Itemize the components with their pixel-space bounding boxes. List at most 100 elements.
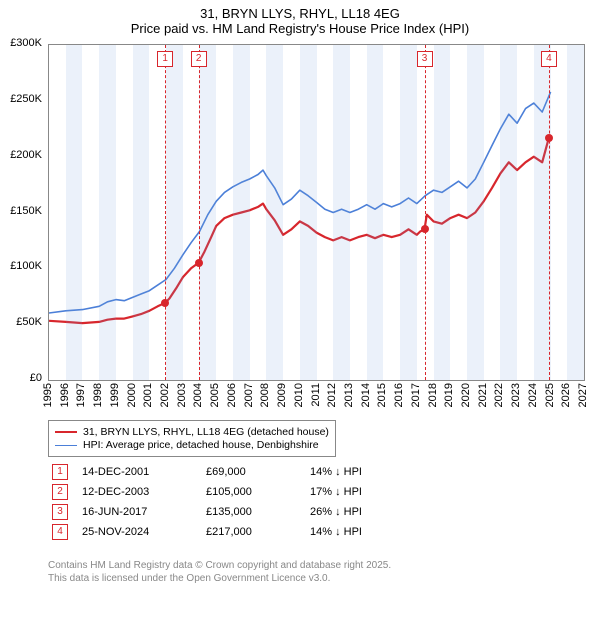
x-axis-label: 2015 (376, 383, 388, 407)
year-band (467, 45, 484, 380)
title-line-1: 31, BRYN LLYS, RHYL, LL18 4EG (0, 6, 600, 21)
sales-row-index: 2 (52, 484, 68, 500)
copyright-line-2: This data is licensed under the Open Gov… (48, 573, 391, 586)
y-axis-label: £0 (0, 372, 42, 384)
sales-row-delta: 26% ↓ HPI (310, 506, 362, 518)
x-axis-label: 1997 (75, 383, 87, 407)
x-axis-label: 2005 (209, 383, 221, 407)
sales-row-date: 16-JUN-2017 (82, 506, 192, 518)
legend-label-hpi: HPI: Average price, detached house, Denb… (83, 439, 319, 451)
x-axis-label: 2002 (159, 383, 171, 407)
x-axis-label: 2022 (493, 383, 505, 407)
x-axis-label: 2027 (577, 383, 589, 407)
copyright-line-1: Contains HM Land Registry data © Crown c… (48, 560, 391, 573)
x-axis-label: 2004 (192, 383, 204, 407)
x-axis-label: 2013 (343, 383, 355, 407)
sales-row-index: 4 (52, 524, 68, 540)
year-band (333, 45, 350, 380)
sales-row-price: £69,000 (206, 466, 296, 478)
x-axis-label: 2001 (142, 383, 154, 407)
sales-row-price: £135,000 (206, 506, 296, 518)
x-axis-label: 2009 (276, 383, 288, 407)
x-axis-label: 2017 (410, 383, 422, 407)
x-axis-label: 2024 (527, 383, 539, 407)
x-axis-label: 2023 (510, 383, 522, 407)
x-axis-label: 1999 (109, 383, 121, 407)
x-axis-label: 2003 (176, 383, 188, 407)
x-axis-label: 2025 (544, 383, 556, 407)
sale-marker-line (165, 45, 166, 380)
sales-table: 1 14-DEC-2001 £69,000 14% ↓ HPI 2 12-DEC-2003… (52, 462, 362, 542)
year-band (367, 45, 384, 380)
year-band (66, 45, 83, 380)
year-band (434, 45, 451, 380)
title-line-2: Price paid vs. HM Land Registry's House … (0, 21, 600, 36)
x-axis-label: 2011 (310, 383, 322, 407)
sales-table-row: 4 25-NOV-2024 £217,000 14% ↓ HPI (52, 522, 362, 542)
y-axis-label: £200K (0, 149, 42, 161)
sales-table-row: 3 16-JUN-2017 £135,000 26% ↓ HPI (52, 502, 362, 522)
legend-row-hpi: HPI: Average price, detached house, Denb… (55, 439, 329, 451)
y-axis-label: £150K (0, 205, 42, 217)
year-band (133, 45, 150, 380)
sale-marker-box: 1 (157, 51, 173, 67)
legend-label-price-paid: 31, BRYN LLYS, RHYL, LL18 4EG (detached … (83, 426, 329, 438)
x-axis-label: 1996 (59, 383, 71, 407)
sale-marker-box: 3 (417, 51, 433, 67)
sales-row-delta: 14% ↓ HPI (310, 466, 362, 478)
sales-row-price: £217,000 (206, 526, 296, 538)
year-band (500, 45, 517, 380)
sales-row-delta: 17% ↓ HPI (310, 486, 362, 498)
sales-table-row: 1 14-DEC-2001 £69,000 14% ↓ HPI (52, 462, 362, 482)
year-band (567, 45, 584, 380)
x-axis-label: 2019 (443, 383, 455, 407)
legend-row-price-paid: 31, BRYN LLYS, RHYL, LL18 4EG (detached … (55, 426, 329, 438)
legend-swatch-price-paid (55, 431, 77, 433)
legend-swatch-hpi (55, 445, 77, 446)
sale-marker-box: 4 (541, 51, 557, 67)
x-axis-label: 2014 (360, 383, 372, 407)
sales-row-date: 12-DEC-2003 (82, 486, 192, 498)
sales-row-index: 3 (52, 504, 68, 520)
sale-dot (195, 259, 203, 267)
sales-row-delta: 14% ↓ HPI (310, 526, 362, 538)
x-axis-label: 2007 (243, 383, 255, 407)
x-axis-label: 2008 (259, 383, 271, 407)
plot-area: 1 2 3 4 (48, 44, 585, 381)
sale-marker-line (425, 45, 426, 380)
sales-row-price: £105,000 (206, 486, 296, 498)
sales-row-date: 25-NOV-2024 (82, 526, 192, 538)
sale-marker-line (199, 45, 200, 380)
x-axis-label: 2000 (126, 383, 138, 407)
year-band (99, 45, 116, 380)
x-axis-label: 1995 (42, 383, 54, 407)
x-axis-label: 2006 (226, 383, 238, 407)
copyright-notice: Contains HM Land Registry data © Crown c… (48, 560, 391, 585)
year-band (266, 45, 283, 380)
chart-titles: 31, BRYN LLYS, RHYL, LL18 4EG Price paid… (0, 0, 600, 36)
legend: 31, BRYN LLYS, RHYL, LL18 4EG (detached … (48, 420, 336, 457)
x-axis-label: 2016 (393, 383, 405, 407)
y-axis-label: £100K (0, 260, 42, 272)
x-axis-label: 2012 (326, 383, 338, 407)
sales-table-row: 2 12-DEC-2003 £105,000 17% ↓ HPI (52, 482, 362, 502)
chart-container: 31, BRYN LLYS, RHYL, LL18 4EG Price paid… (0, 0, 600, 620)
x-axis-label: 2018 (427, 383, 439, 407)
year-band (233, 45, 250, 380)
x-axis-label: 2020 (460, 383, 472, 407)
year-band (400, 45, 417, 380)
y-axis-label: £50K (0, 316, 42, 328)
y-axis-label: £250K (0, 93, 42, 105)
sale-marker-box: 2 (191, 51, 207, 67)
year-band (166, 45, 183, 380)
sale-dot (421, 225, 429, 233)
x-axis-label: 2021 (477, 383, 489, 407)
x-axis-label: 1998 (92, 383, 104, 407)
sales-row-date: 14-DEC-2001 (82, 466, 192, 478)
x-axis-label: 2026 (560, 383, 572, 407)
sale-marker-line (549, 45, 550, 380)
sales-row-index: 1 (52, 464, 68, 480)
x-axis-label: 2010 (293, 383, 305, 407)
y-axis-label: £300K (0, 37, 42, 49)
sale-dot (545, 134, 553, 142)
